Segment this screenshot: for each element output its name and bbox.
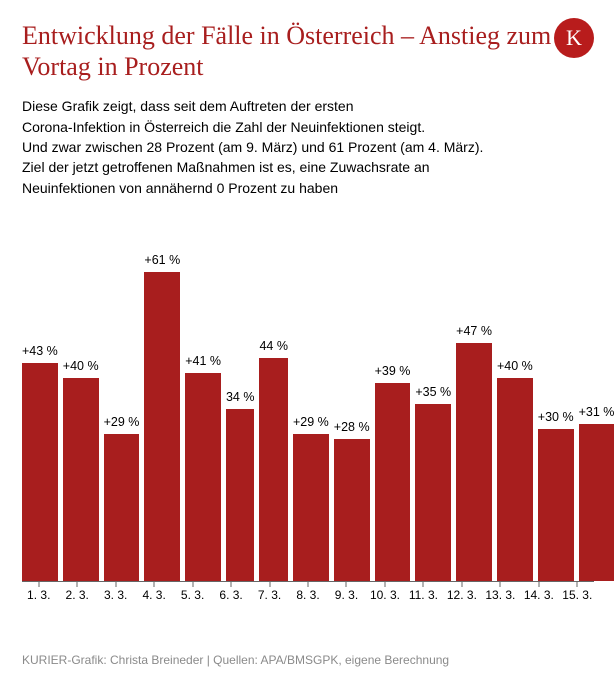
bar-value-label: +35 % xyxy=(415,385,451,399)
x-axis-column: 9. 3. xyxy=(330,582,363,606)
x-tick xyxy=(346,582,347,587)
x-axis-column: 6. 3. xyxy=(214,582,247,606)
bar-rect xyxy=(375,383,411,580)
bar-rect xyxy=(144,272,180,581)
x-axis-column: 8. 3. xyxy=(291,582,324,606)
x-axis-label: 7. 3. xyxy=(253,588,286,602)
x-axis-label: 12. 3. xyxy=(445,588,478,602)
bar-column: +29 % xyxy=(104,252,140,581)
bar-column: +31 % xyxy=(579,252,615,581)
bar-chart: +43 % +40 % +29 % +61 % +41 % 34 % 44 % +29 % +2… xyxy=(22,226,594,606)
bar-value-label: +47 % xyxy=(456,324,492,338)
bar-value-label: 34 % xyxy=(226,390,255,404)
brand-logo: K xyxy=(554,18,594,58)
bar-rect xyxy=(415,404,451,581)
x-axis-column: 11. 3. xyxy=(407,582,440,606)
bar-value-label: +29 % xyxy=(104,415,140,429)
x-axis-column: 2. 3. xyxy=(60,582,93,606)
x-tick xyxy=(308,582,309,587)
x-tick xyxy=(192,582,193,587)
source-line: KURIER-Grafik: Christa Breineder | Quell… xyxy=(22,653,449,667)
x-axis-label: 8. 3. xyxy=(291,588,324,602)
bar-rect xyxy=(538,429,574,581)
bar-rect xyxy=(22,363,58,581)
x-axis-label: 6. 3. xyxy=(214,588,247,602)
bar-column: +43 % xyxy=(22,252,58,581)
bar-rect xyxy=(226,409,255,581)
bar-column: +41 % xyxy=(185,252,221,581)
x-axis-column: 7. 3. xyxy=(253,582,286,606)
x-axis-label: 10. 3. xyxy=(368,588,401,602)
x-tick xyxy=(423,582,424,587)
x-axis-label: 13. 3. xyxy=(484,588,517,602)
bar-value-label: +43 % xyxy=(22,344,58,358)
x-axis-column: 5. 3. xyxy=(176,582,209,606)
bar-value-label: +40 % xyxy=(63,359,99,373)
x-axis-label: 3. 3. xyxy=(99,588,132,602)
bar-rect xyxy=(63,378,99,580)
bar-value-label: +29 % xyxy=(293,415,329,429)
chart-plot-area: +43 % +40 % +29 % +61 % +41 % 34 % 44 % +29 % +2… xyxy=(22,252,594,582)
chart-x-axis: 1. 3. 2. 3. 3. 3. 4. 3. 5. 3. 6. 3. 7. 3. 8. 3.… xyxy=(22,582,594,606)
x-tick xyxy=(384,582,385,587)
x-axis-label: 2. 3. xyxy=(60,588,93,602)
x-tick xyxy=(461,582,462,587)
x-axis-label: 1. 3. xyxy=(22,588,55,602)
x-axis-column: 10. 3. xyxy=(368,582,401,606)
x-axis-column: 1. 3. xyxy=(22,582,55,606)
bar-column: +30 % xyxy=(538,252,574,581)
bar-column: +40 % xyxy=(63,252,99,581)
bar-rect xyxy=(259,358,288,581)
x-tick xyxy=(38,582,39,587)
bar-rect xyxy=(293,434,329,581)
x-tick xyxy=(500,582,501,587)
x-tick xyxy=(231,582,232,587)
bar-column: +35 % xyxy=(415,252,451,581)
bar-rect xyxy=(185,373,221,581)
bar-rect xyxy=(104,434,140,581)
x-axis-column: 15. 3. xyxy=(561,582,594,606)
brand-logo-letter: K xyxy=(566,25,582,51)
bar-rect xyxy=(579,424,615,581)
bar-column: +29 % xyxy=(293,252,329,581)
bar-column: +61 % xyxy=(144,252,180,581)
x-tick xyxy=(538,582,539,587)
x-axis-label: 9. 3. xyxy=(330,588,363,602)
x-axis-column: 4. 3. xyxy=(137,582,170,606)
bar-rect xyxy=(334,439,370,581)
x-axis-label: 4. 3. xyxy=(137,588,170,602)
x-tick xyxy=(269,582,270,587)
x-axis-label: 14. 3. xyxy=(522,588,555,602)
bar-value-label: +39 % xyxy=(375,364,411,378)
bar-column: +47 % xyxy=(456,252,492,581)
bar-column: +40 % xyxy=(497,252,533,581)
bar-column: 44 % xyxy=(259,252,288,581)
bar-value-label: +61 % xyxy=(144,253,180,267)
bar-column: +28 % xyxy=(334,252,370,581)
x-axis-column: 12. 3. xyxy=(445,582,478,606)
bar-column: 34 % xyxy=(226,252,255,581)
x-tick xyxy=(115,582,116,587)
x-axis-label: 5. 3. xyxy=(176,588,209,602)
bar-value-label: +41 % xyxy=(185,354,221,368)
x-axis-column: 13. 3. xyxy=(484,582,517,606)
x-tick xyxy=(77,582,78,587)
bar-value-label: +28 % xyxy=(334,420,370,434)
x-tick xyxy=(577,582,578,587)
chart-description: Diese Grafik zeigt, dass seit dem Auftre… xyxy=(22,96,542,197)
bar-value-label: +31 % xyxy=(579,405,615,419)
x-axis-column: 14. 3. xyxy=(522,582,555,606)
x-tick xyxy=(154,582,155,587)
bar-value-label: 44 % xyxy=(259,339,288,353)
x-axis-label: 11. 3. xyxy=(407,588,440,602)
bar-column: +39 % xyxy=(375,252,411,581)
bar-rect xyxy=(456,343,492,581)
bar-value-label: +30 % xyxy=(538,410,574,424)
bar-value-label: +40 % xyxy=(497,359,533,373)
bar-rect xyxy=(497,378,533,580)
x-axis-column: 3. 3. xyxy=(99,582,132,606)
page-title: Entwicklung der Fälle in Österreich – An… xyxy=(22,20,594,82)
x-axis-label: 15. 3. xyxy=(561,588,594,602)
